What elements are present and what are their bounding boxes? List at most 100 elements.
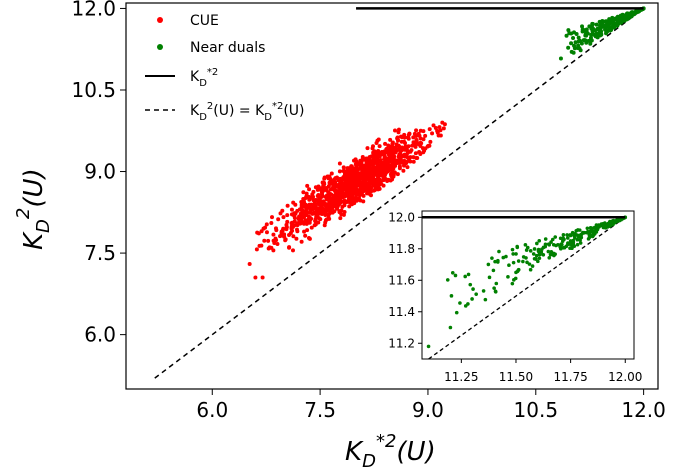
near-duals-point — [566, 28, 571, 33]
cue-point — [349, 179, 354, 184]
inset-near-duals-point — [514, 252, 518, 256]
near-duals-point — [605, 29, 610, 34]
inset-near-duals-point — [549, 240, 553, 244]
near-duals-point — [607, 17, 612, 22]
cue-point — [316, 184, 321, 189]
near-duals-point — [564, 33, 569, 38]
cue-point — [347, 194, 352, 199]
inset-near-duals-point — [561, 246, 566, 250]
cue-point — [300, 210, 305, 215]
cue-point — [378, 158, 383, 163]
cue-point — [414, 133, 419, 138]
cue-point — [399, 134, 404, 139]
cue-point — [377, 178, 382, 183]
inset-near-duals-point — [591, 232, 595, 237]
cue-point — [299, 239, 304, 244]
cue-point — [373, 165, 378, 170]
inset-x-tick-label: 11.25 — [444, 370, 478, 384]
inset-x-tick-label: 11.50 — [499, 370, 533, 384]
inset-near-duals-point — [486, 262, 491, 267]
near-duals-point — [581, 38, 586, 43]
inset-near-duals-point — [532, 247, 537, 251]
inset-near-duals-point — [592, 225, 597, 230]
inset-near-duals-point — [559, 242, 564, 247]
cue-point — [321, 183, 326, 188]
inset-near-duals-point — [553, 235, 558, 239]
near-duals-point — [558, 56, 563, 61]
cue-point — [398, 153, 403, 158]
inset-near-duals-point — [614, 219, 619, 223]
near-duals-point — [610, 20, 615, 25]
cue-point — [347, 185, 352, 190]
cue-point — [293, 202, 298, 207]
inset-near-duals-point — [543, 237, 548, 241]
inset-near-duals-point — [530, 264, 535, 268]
cue-point — [358, 158, 363, 163]
inset-near-duals-point — [493, 259, 497, 264]
cue-point — [290, 248, 295, 253]
inset-y-tick-label: 12.0 — [388, 210, 415, 224]
cue-point — [278, 234, 283, 239]
cue-point — [336, 197, 341, 202]
near-duals-point — [575, 45, 580, 50]
near-duals-point — [569, 41, 574, 46]
near-duals-point — [598, 21, 603, 26]
cue-point — [430, 131, 435, 136]
inset-x-tick-label: 11.75 — [553, 370, 587, 384]
cue-point — [442, 122, 447, 127]
cue-point — [285, 203, 290, 208]
cue-point — [413, 151, 418, 156]
inset-near-duals-point — [537, 238, 542, 243]
inset-near-duals-point — [571, 238, 575, 243]
cue-point — [387, 158, 392, 163]
near-duals-point — [579, 41, 584, 46]
cue-point — [341, 195, 346, 200]
cue-point — [291, 234, 296, 239]
cue-point — [330, 210, 335, 215]
cue-point — [332, 183, 337, 188]
inset-near-duals-point — [566, 242, 570, 247]
inset-near-duals-point — [601, 221, 605, 226]
cue-point — [269, 220, 274, 225]
cue-point — [386, 168, 391, 173]
inset-near-duals-point — [483, 297, 488, 302]
cue-point — [388, 137, 393, 142]
inset-near-duals-point — [547, 255, 552, 260]
cue-point — [395, 160, 400, 165]
cue-point — [341, 175, 346, 180]
cue-point — [370, 177, 375, 182]
near-duals-point — [598, 33, 603, 38]
cue-point — [362, 173, 367, 178]
cue-point — [329, 197, 334, 202]
cue-point — [348, 175, 353, 180]
y-axis-label: KD2(U) — [13, 168, 54, 250]
inset-y-tick-label: 11.2 — [388, 336, 415, 350]
cue-point — [302, 213, 307, 218]
cue-point — [342, 209, 347, 214]
inset-near-duals-point — [521, 255, 526, 259]
inset-near-duals-point — [604, 224, 609, 228]
cue-point — [287, 232, 292, 237]
cue-point — [355, 161, 360, 166]
cue-point — [331, 187, 336, 192]
cue-point — [359, 172, 364, 177]
cue-point — [418, 140, 423, 145]
near-duals-point — [590, 25, 595, 30]
cue-point — [301, 221, 306, 226]
cue-point — [383, 176, 388, 181]
cue-point — [397, 166, 402, 171]
cue-point — [278, 211, 283, 216]
cue-point — [441, 126, 446, 131]
main-plot: 6.0 7.5 9.0 10.5 12.0 6.0 7.5 9.0 10.5 12.0 — [71, 0, 665, 422]
cue-point — [390, 141, 395, 146]
cue-point — [363, 168, 368, 173]
cue-point — [333, 202, 338, 207]
cue-point — [409, 148, 414, 153]
cue-point — [364, 189, 369, 194]
cue-point — [414, 128, 419, 133]
cue-point — [301, 190, 306, 195]
inset-near-duals-point — [565, 233, 569, 237]
cue-point — [343, 172, 348, 177]
x-axis-label: KD*2(U) — [345, 431, 436, 472]
inset-near-duals-point — [528, 267, 533, 272]
